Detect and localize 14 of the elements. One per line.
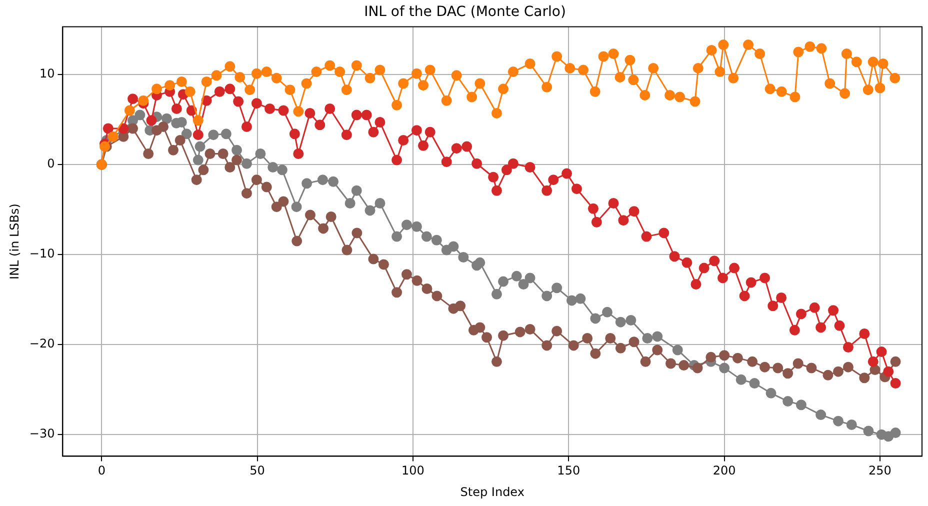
x-tick-label: 0 xyxy=(98,464,106,478)
x-tick-label: 200 xyxy=(712,464,736,478)
x-tick-label: 250 xyxy=(868,464,892,478)
chart-title: INL of the DAC (Monte Carlo) xyxy=(364,4,566,20)
y-tick-label: −30 xyxy=(29,426,55,441)
x-tick-label: 100 xyxy=(402,464,424,478)
y-axis-title: INL (in LSBs) xyxy=(7,204,22,280)
y-tick-label: 0 xyxy=(47,156,55,171)
y-tick-label: −10 xyxy=(29,246,55,261)
y-tick-label: 10 xyxy=(39,66,55,81)
x-axis-title: Step Index xyxy=(460,484,524,499)
y-tick-label: −20 xyxy=(29,336,55,351)
x-tick-label: 50 xyxy=(250,464,265,478)
x-tick-label: 150 xyxy=(557,464,580,478)
